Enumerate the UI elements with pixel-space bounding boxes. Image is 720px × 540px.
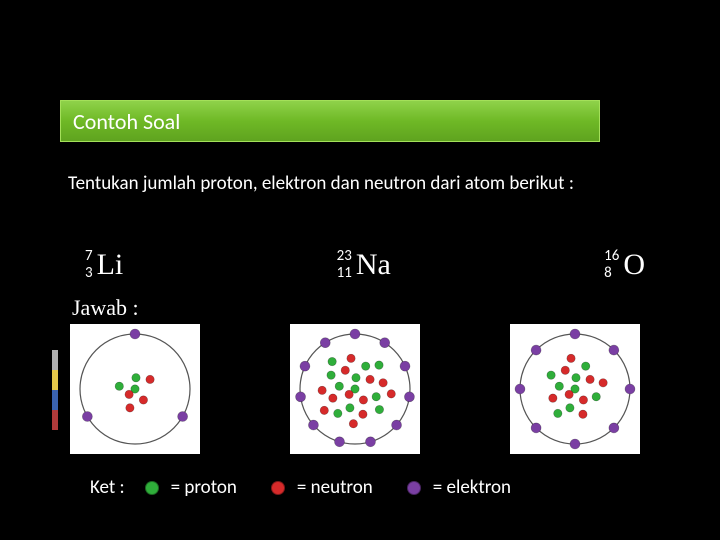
mass-number: 7 <box>85 248 93 265</box>
atomic-number: 3 <box>85 265 93 282</box>
atom-notation-o: 168O <box>604 248 645 283</box>
title-bar: Contoh Soal <box>60 100 600 142</box>
legend-dot-icon <box>145 481 159 495</box>
atom-diagram-na <box>290 324 420 454</box>
element-symbol: Li <box>97 250 124 280</box>
legend-label: Ket : <box>90 476 125 499</box>
answer-label: Jawab : <box>72 295 139 321</box>
legend: Ket : = proton = neutron = elektron <box>90 476 511 499</box>
atomic-number: 8 <box>604 265 619 282</box>
legend-item-text: = proton <box>171 476 237 499</box>
element-symbol: Na <box>356 250 391 280</box>
question-text: Tentukan jumlah proton, elektron dan neu… <box>68 165 574 203</box>
atom-diagram-li <box>70 324 200 454</box>
legend-item-text: = neutron <box>297 476 373 499</box>
legend-item-text: = elektron <box>433 476 511 499</box>
atom-diagrams-row <box>70 324 640 454</box>
accent-strip <box>52 350 58 430</box>
mass-number: 16 <box>604 248 619 265</box>
atom-diagram-o <box>510 324 640 454</box>
title-text: Contoh Soal <box>73 108 180 135</box>
atom-notation-row: 73Li 2311Na 168O <box>85 248 645 283</box>
atom-notation-li: 73Li <box>85 248 123 283</box>
atomic-number: 11 <box>337 265 352 282</box>
atom-notation-na: 2311Na <box>337 248 391 283</box>
legend-dot-icon <box>271 481 285 495</box>
legend-dot-icon <box>407 481 421 495</box>
mass-number: 23 <box>337 248 352 265</box>
element-symbol: O <box>623 250 645 280</box>
